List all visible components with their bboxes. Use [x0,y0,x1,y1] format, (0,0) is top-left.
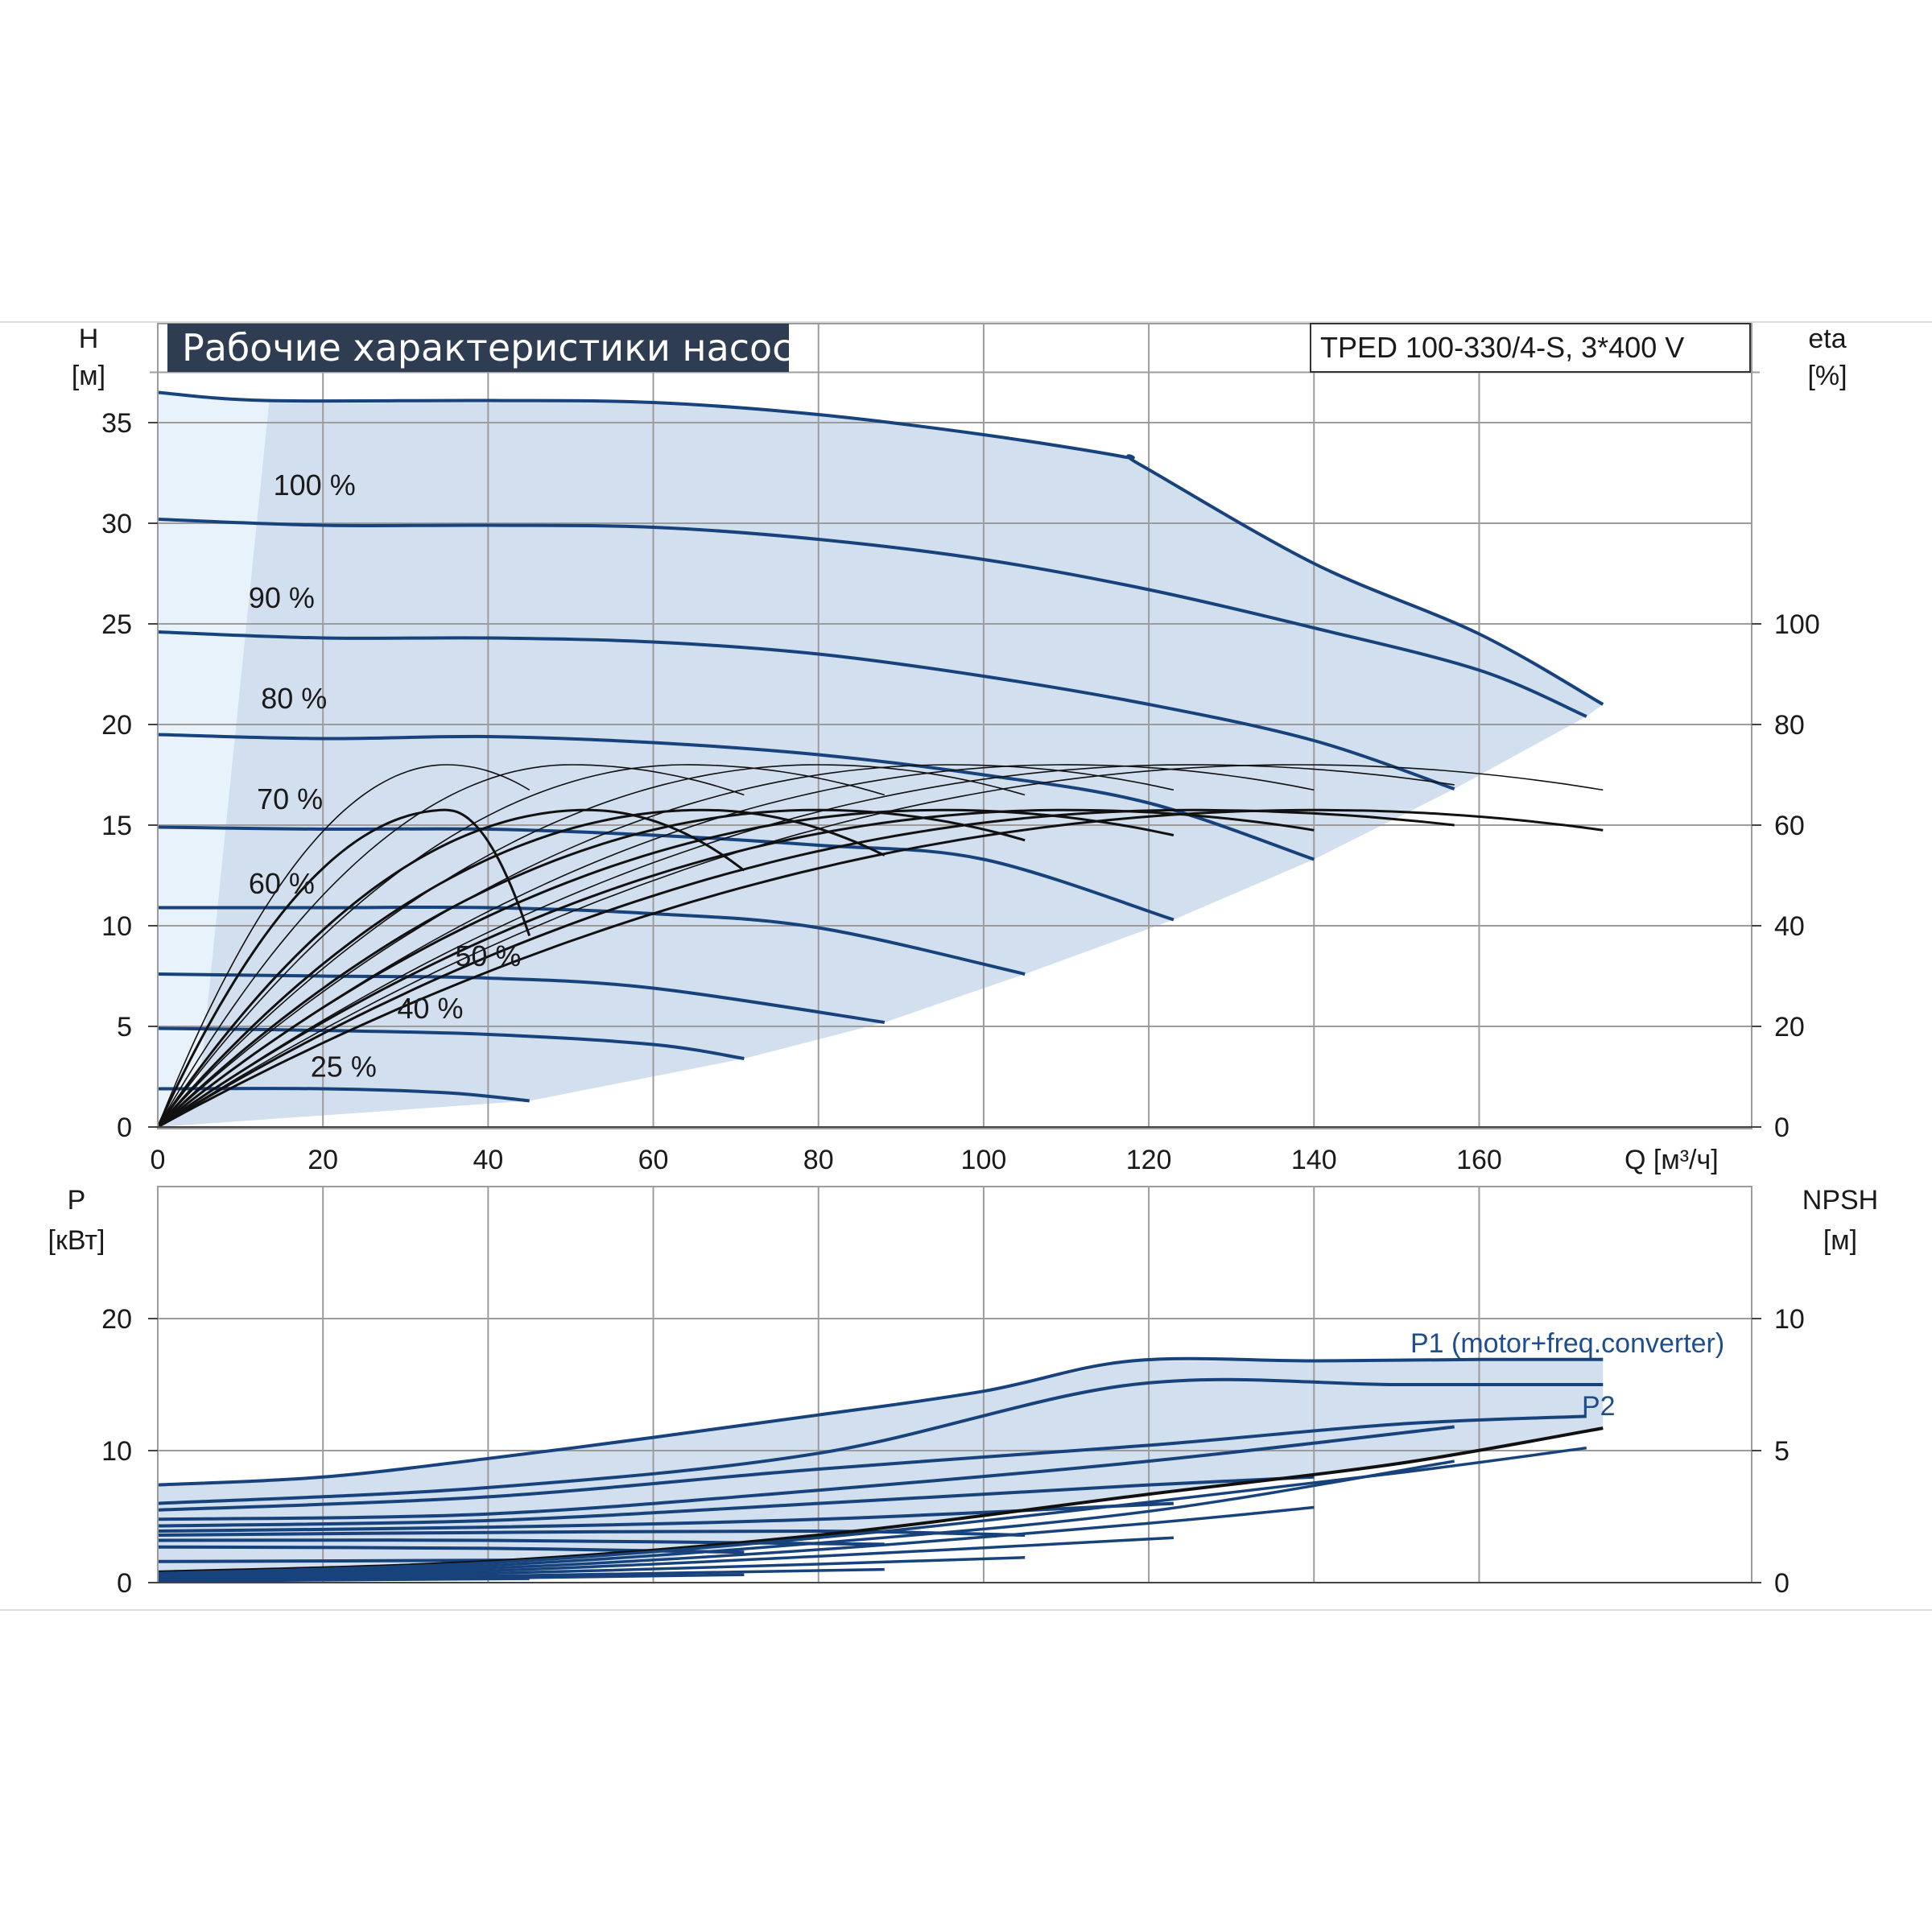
speed-label: 80 % [261,682,327,715]
envelope-left-region [158,392,270,1127]
y-tick-label: 20 [101,710,132,741]
h-axis-unit: [м] [72,361,105,391]
p1-curve [157,1377,1604,1505]
x-tick-label: 140 [1291,1145,1337,1175]
p1-curve [157,1475,1315,1528]
speed-curve [157,905,1026,976]
efficiency-curve [156,808,531,1128]
speed-curve [157,825,1174,922]
p-tick-label: 0 [117,1568,132,1599]
model-label: TPED 100-330/4-S, 3*400 V [1320,331,1684,364]
y-tick-label: 35 [101,408,132,439]
eta-tick-label: 100 [1774,609,1820,640]
x-tick-label: 100 [961,1145,1007,1175]
eta-axis-label: eta [1808,324,1846,354]
eta-tick-label: 0 [1774,1113,1790,1143]
speed-curve [157,630,1455,791]
speed-label: 70 % [257,782,323,815]
npsh-tick-label: 0 [1774,1568,1790,1599]
p1-label: P1 (motor+freq.converter) [1410,1328,1724,1359]
speed-label: 25 % [311,1051,377,1084]
p2-curve [157,1556,1026,1580]
p-tick-label: 10 [101,1436,132,1467]
speed-label: 60 % [249,867,315,900]
y-tick-label: 15 [101,811,132,841]
eta-tick-label: 60 [1774,811,1805,841]
p-axis-unit: [кВт] [48,1225,105,1256]
x-tick-label: 120 [1126,1145,1172,1175]
head-efficiency-panel: 110 %100 %90 %80 %70 %60 %50 %40 %25 % 0… [72,323,1847,1175]
p2-curve [157,1459,1455,1576]
power-curves [157,1356,1604,1583]
x-tick-label: 60 [638,1145,669,1175]
efficiency-curve [156,808,745,1128]
npsh-axis-unit: [м] [1823,1225,1857,1256]
p1-curve [157,1414,1587,1512]
npsh-axis-label: NPSH [1802,1185,1878,1216]
p2-label: P2 [1582,1391,1616,1422]
x-tick-label: 80 [803,1145,834,1175]
speed-curve [157,518,1587,718]
efficiency-curve [157,808,1604,1129]
head-grid [150,324,1760,1127]
p2-curve [157,1505,1315,1578]
x-tick-label: 40 [473,1145,503,1175]
p2-curve [157,1446,1587,1575]
speed-label: 40 % [398,992,464,1025]
eta-axis-unit: [%] [1807,361,1847,391]
model-box [1310,323,1751,373]
speed-curve [157,390,1604,706]
speed-curve [157,733,1315,861]
q-axis-label: Q [м³/ч] [1624,1145,1719,1175]
head-plot-frame [157,323,1752,1129]
speed-curve [157,1026,745,1060]
speed-label: 100 % [274,469,356,502]
speed-curve [157,972,886,1024]
eta-tick-label: 40 [1774,911,1805,942]
y-tick-label: 0 [117,1113,132,1143]
efficiency-curve [157,764,886,1128]
head-axis-ticks: 0 20 40 60 80 100 120 140 160 0 5 10 15 20 25 30 35 0 20 40… [101,408,1820,1175]
p1-curve [157,1356,1604,1487]
efficiency-curve [157,764,745,1128]
efficiency-curve [157,764,530,1128]
x-tick-label: 0 [151,1145,166,1175]
p2-curve [157,1577,530,1583]
speed-label: 50 % [455,939,521,972]
npsh-tick-label: 5 [1774,1436,1790,1467]
power-panel: 0 10 20 0 5 10 P [кВт] NPSH [м] P1 (motor+fre… [48,1185,1879,1599]
p-tick-label: 20 [101,1304,132,1335]
chart-title-box [167,324,789,372]
npsh-tick-label: 10 [1774,1304,1805,1335]
p-axis-label: P [68,1185,86,1216]
eta-tick-label: 80 [1774,710,1805,741]
speed-label: 90 % [249,581,315,614]
x-tick-label: 160 [1456,1145,1502,1175]
y-tick-label: 10 [101,911,132,942]
eta-tick-label: 20 [1774,1012,1805,1042]
y-tick-label: 5 [117,1012,132,1042]
power-axis-ticks: 0 10 20 0 5 10 [101,1304,1805,1599]
p1-curve [157,1529,1026,1537]
p2-curve [157,1536,1174,1579]
efficiency-curves [156,764,1604,1129]
chart-title: Рабочие характеристики насоса [182,326,815,369]
h-axis-label: H [79,324,99,354]
p1-curve [157,1538,885,1546]
efficiency-curve [156,808,886,1128]
p1-curve [157,1425,1455,1521]
x-tick-label: 20 [308,1145,338,1175]
y-tick-label: 25 [101,609,132,640]
y-tick-label: 30 [101,509,132,539]
